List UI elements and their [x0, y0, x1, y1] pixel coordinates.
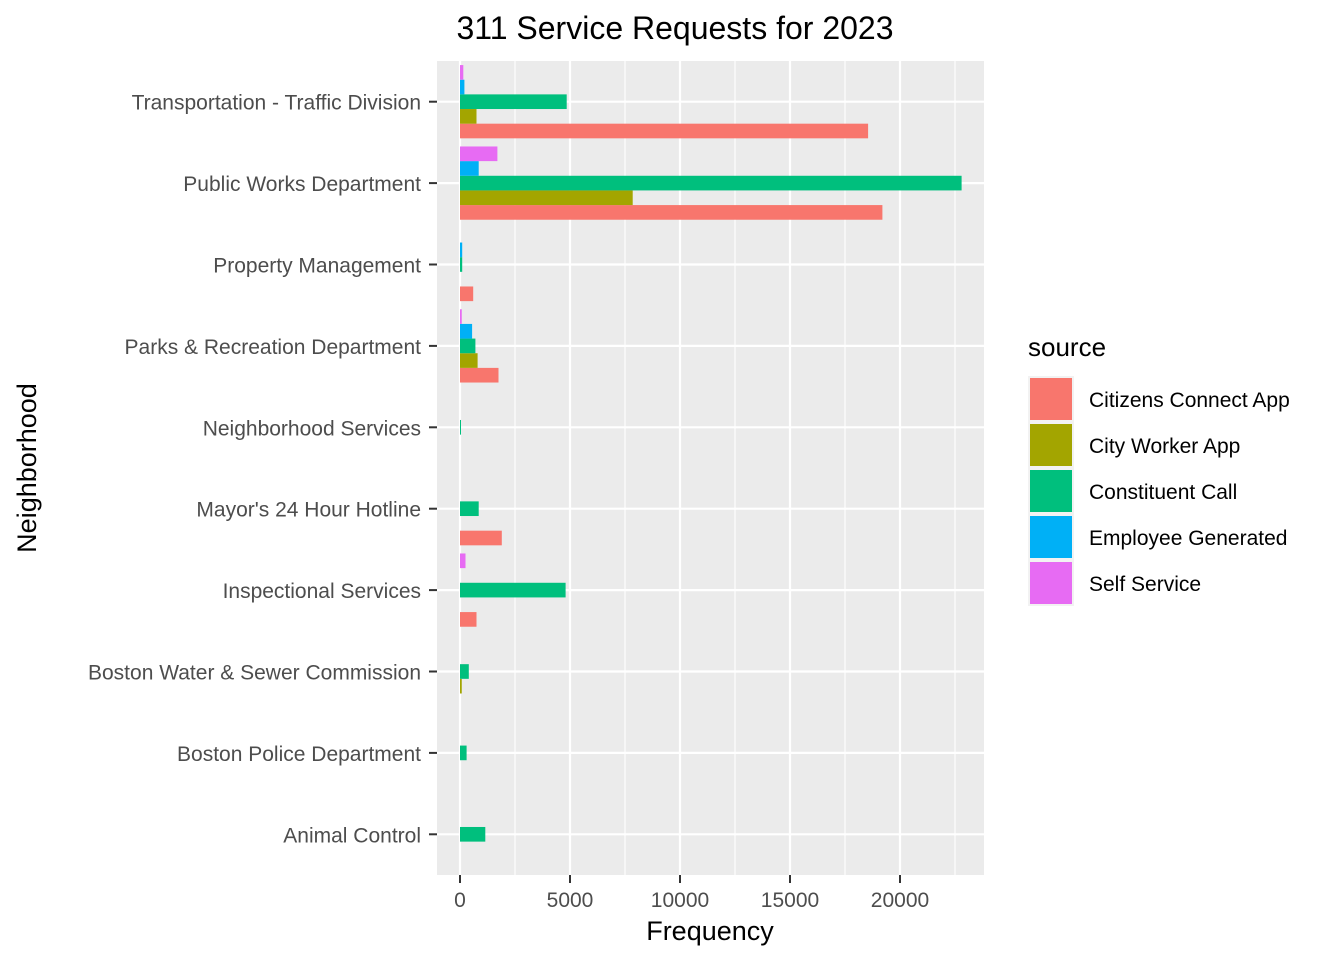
- legend-title: source: [1028, 332, 1106, 362]
- legend-swatch: [1030, 562, 1072, 604]
- bar: [460, 553, 466, 569]
- legend-label: Employee Generated: [1089, 527, 1287, 550]
- bar: [460, 242, 463, 258]
- bar: [460, 338, 476, 354]
- x-axis-title: Frequency: [646, 916, 774, 946]
- bar: [460, 94, 567, 110]
- bar: [460, 257, 463, 272]
- y-tick-label: Boston Police Department: [177, 743, 421, 766]
- legend-swatch: [1030, 470, 1072, 512]
- legend-swatch: [1030, 424, 1072, 466]
- bar: [460, 826, 486, 842]
- bars: [460, 65, 962, 842]
- bar: [460, 205, 883, 220]
- bar: [460, 309, 462, 324]
- legend-label: City Worker App: [1089, 435, 1240, 458]
- bar: [460, 79, 465, 95]
- legend-label: Constituent Call: [1089, 481, 1237, 504]
- x-tick-label: 15000: [761, 889, 819, 912]
- bar: [460, 678, 462, 694]
- y-tick-label: Transportation - Traffic Division: [132, 92, 421, 115]
- y-tick-label: Property Management: [213, 255, 421, 278]
- x-tick-label: 5000: [547, 889, 594, 912]
- bar: [460, 530, 502, 546]
- bar: [460, 582, 566, 598]
- y-tick-label: Parks & Recreation Department: [125, 336, 422, 359]
- bar: [460, 146, 498, 162]
- legend: source Citizens Connect App City Worker A…: [1028, 332, 1290, 606]
- legend-swatch: [1030, 378, 1072, 420]
- y-tick-label: Neighborhood Services: [203, 417, 421, 440]
- y-tick-label: Mayor's 24 Hour Hotline: [196, 499, 421, 522]
- bar: [460, 419, 461, 435]
- x-tick-label: 10000: [651, 889, 709, 912]
- legend-label: Self Service: [1089, 573, 1201, 596]
- y-tick-label: Inspectional Services: [223, 580, 421, 603]
- bar: [460, 612, 477, 627]
- bar: [460, 175, 962, 191]
- y-tick-label: Boston Water & Sewer Commission: [88, 662, 421, 685]
- y-tick-label: Public Works Department: [183, 173, 421, 196]
- chart-title: 311 Service Requests for 2023: [457, 10, 894, 46]
- bar: [460, 367, 499, 383]
- bar: [460, 664, 469, 679]
- bar: [460, 323, 473, 339]
- bar: [460, 190, 633, 206]
- bar: [460, 109, 477, 124]
- legend-swatch: [1030, 516, 1072, 558]
- bar: [460, 65, 464, 80]
- axes: Animal Control Boston Police Department Bo…: [88, 92, 929, 912]
- bar: [460, 353, 478, 368]
- bar: [460, 501, 479, 517]
- bar: [460, 123, 869, 139]
- x-tick-label: 0: [454, 889, 466, 912]
- y-tick-label: Animal Control: [283, 824, 421, 847]
- bar: [460, 286, 474, 302]
- y-axis-title: Neighborhood: [12, 383, 42, 553]
- legend-label: Citizens Connect App: [1089, 389, 1290, 412]
- bar: [460, 161, 479, 176]
- x-tick-label: 20000: [871, 889, 929, 912]
- bar: [460, 745, 467, 761]
